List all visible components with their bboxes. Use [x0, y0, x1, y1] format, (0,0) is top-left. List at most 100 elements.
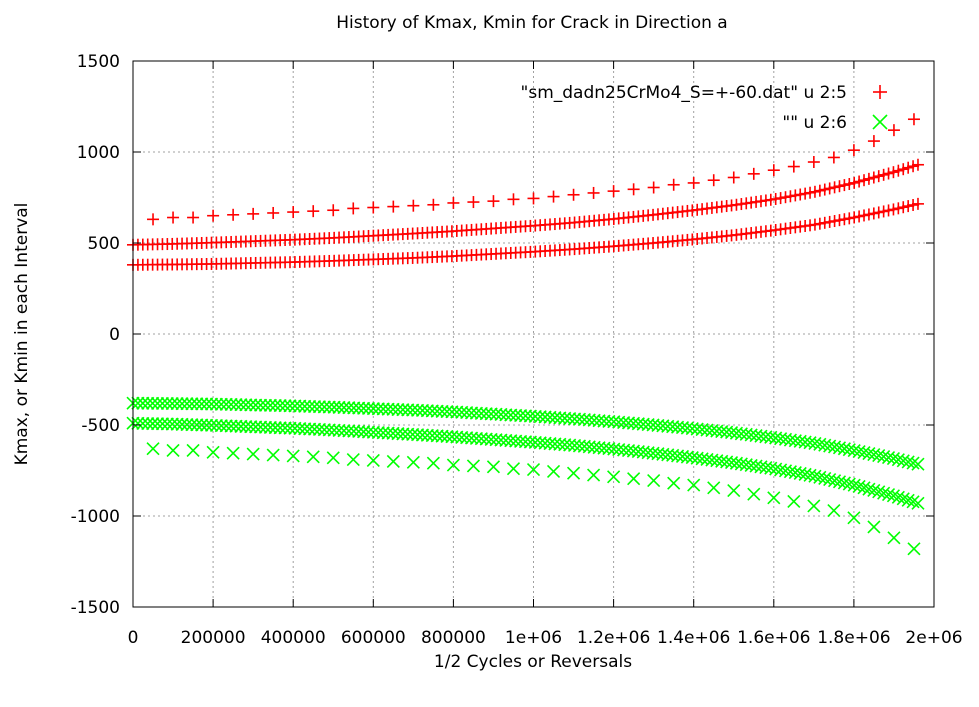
data-point [794, 188, 807, 201]
data-point [387, 200, 400, 213]
data-point [226, 446, 240, 460]
data-points [126, 113, 925, 556]
legend: "sm_dadn25CrMo4_S=+-60.dat" u 2:5 "" u 2:… [521, 83, 888, 133]
data-point [187, 211, 200, 224]
data-point [548, 411, 562, 425]
data-point [858, 209, 871, 222]
x-tick-label: 1e+06 [505, 628, 562, 648]
x-tick-label: 1.4e+06 [657, 628, 730, 648]
data-point [886, 452, 901, 466]
data-point [327, 400, 341, 414]
data-point [667, 178, 680, 191]
data-point [312, 400, 326, 414]
data-point [406, 403, 420, 417]
data-point [907, 160, 920, 173]
data-point [808, 218, 821, 231]
data-point [667, 476, 681, 490]
data-point [847, 478, 861, 492]
data-point [307, 422, 322, 436]
data-point [219, 397, 233, 411]
data-point [229, 398, 243, 412]
data-point [896, 492, 910, 506]
x-tick-label: 800000 [421, 628, 486, 648]
data-point [396, 403, 410, 417]
data-point [897, 201, 910, 214]
data-point [440, 429, 454, 444]
data-point [469, 406, 483, 420]
data-point [229, 419, 243, 433]
data-point [298, 399, 312, 413]
chart-title: History of Kmax, Kmin for Crack in Direc… [336, 13, 727, 33]
data-point [278, 421, 292, 435]
data-point [165, 396, 179, 411]
data-point [166, 443, 180, 458]
data-point [445, 430, 459, 444]
data-point [170, 397, 184, 411]
data-point [567, 188, 580, 201]
data-point [307, 400, 322, 414]
data-point [897, 163, 910, 176]
data-point [533, 410, 547, 424]
data-point [553, 411, 567, 425]
data-point [901, 455, 915, 469]
data-point [877, 205, 890, 218]
data-point [774, 192, 787, 205]
data-point [146, 396, 160, 410]
legend-label: "sm_dadn25CrMo4_S=+-60.dat" u 2:5 [521, 83, 847, 103]
data-point [823, 215, 836, 228]
data-point [131, 416, 145, 430]
data-point [266, 448, 280, 462]
data-point [327, 423, 341, 437]
data-point [415, 428, 430, 442]
y-tick-label: -1500 [71, 598, 120, 618]
data-point [486, 460, 501, 474]
data-point [175, 397, 189, 411]
data-point [779, 191, 792, 204]
data-point [813, 184, 826, 197]
data-point [347, 401, 361, 415]
data-point [303, 422, 317, 436]
data-point [872, 170, 885, 183]
data-point [357, 425, 371, 439]
data-point [867, 135, 880, 148]
data-point [847, 511, 861, 525]
data-point [547, 190, 560, 203]
data-point [892, 202, 905, 215]
data-point [479, 432, 493, 446]
series-1 [127, 113, 924, 271]
data-point [843, 177, 856, 190]
data-point [848, 211, 861, 224]
data-point [209, 397, 223, 411]
data-point [401, 403, 415, 417]
data-point [647, 181, 660, 194]
data-point [911, 197, 924, 210]
data-point [823, 472, 837, 487]
x-tick-labels: 0 200000 400000 600000 800000 1e+06 1.2e+06 1.4… [128, 628, 963, 648]
data-point [838, 179, 851, 192]
data-point [867, 520, 881, 534]
data-point [707, 174, 720, 187]
data-point [446, 458, 460, 472]
data-point [239, 419, 253, 434]
data-point [808, 469, 822, 483]
data-point [440, 405, 454, 419]
data-point [425, 404, 439, 418]
data-point [239, 398, 253, 412]
data-point [376, 426, 390, 440]
data-point [911, 158, 924, 171]
data-point [268, 398, 282, 413]
data-point [727, 171, 740, 184]
x-tick-label: 600000 [341, 628, 406, 648]
data-point [366, 425, 380, 439]
data-point [342, 424, 356, 438]
data-point [180, 397, 194, 411]
data-point [833, 214, 846, 227]
data-point [886, 489, 901, 503]
data-point [867, 207, 880, 220]
data-point [190, 418, 204, 432]
data-point [136, 396, 150, 410]
data-point [767, 164, 780, 177]
data-point [346, 453, 360, 467]
data-point [234, 419, 248, 433]
data-point [361, 425, 376, 439]
